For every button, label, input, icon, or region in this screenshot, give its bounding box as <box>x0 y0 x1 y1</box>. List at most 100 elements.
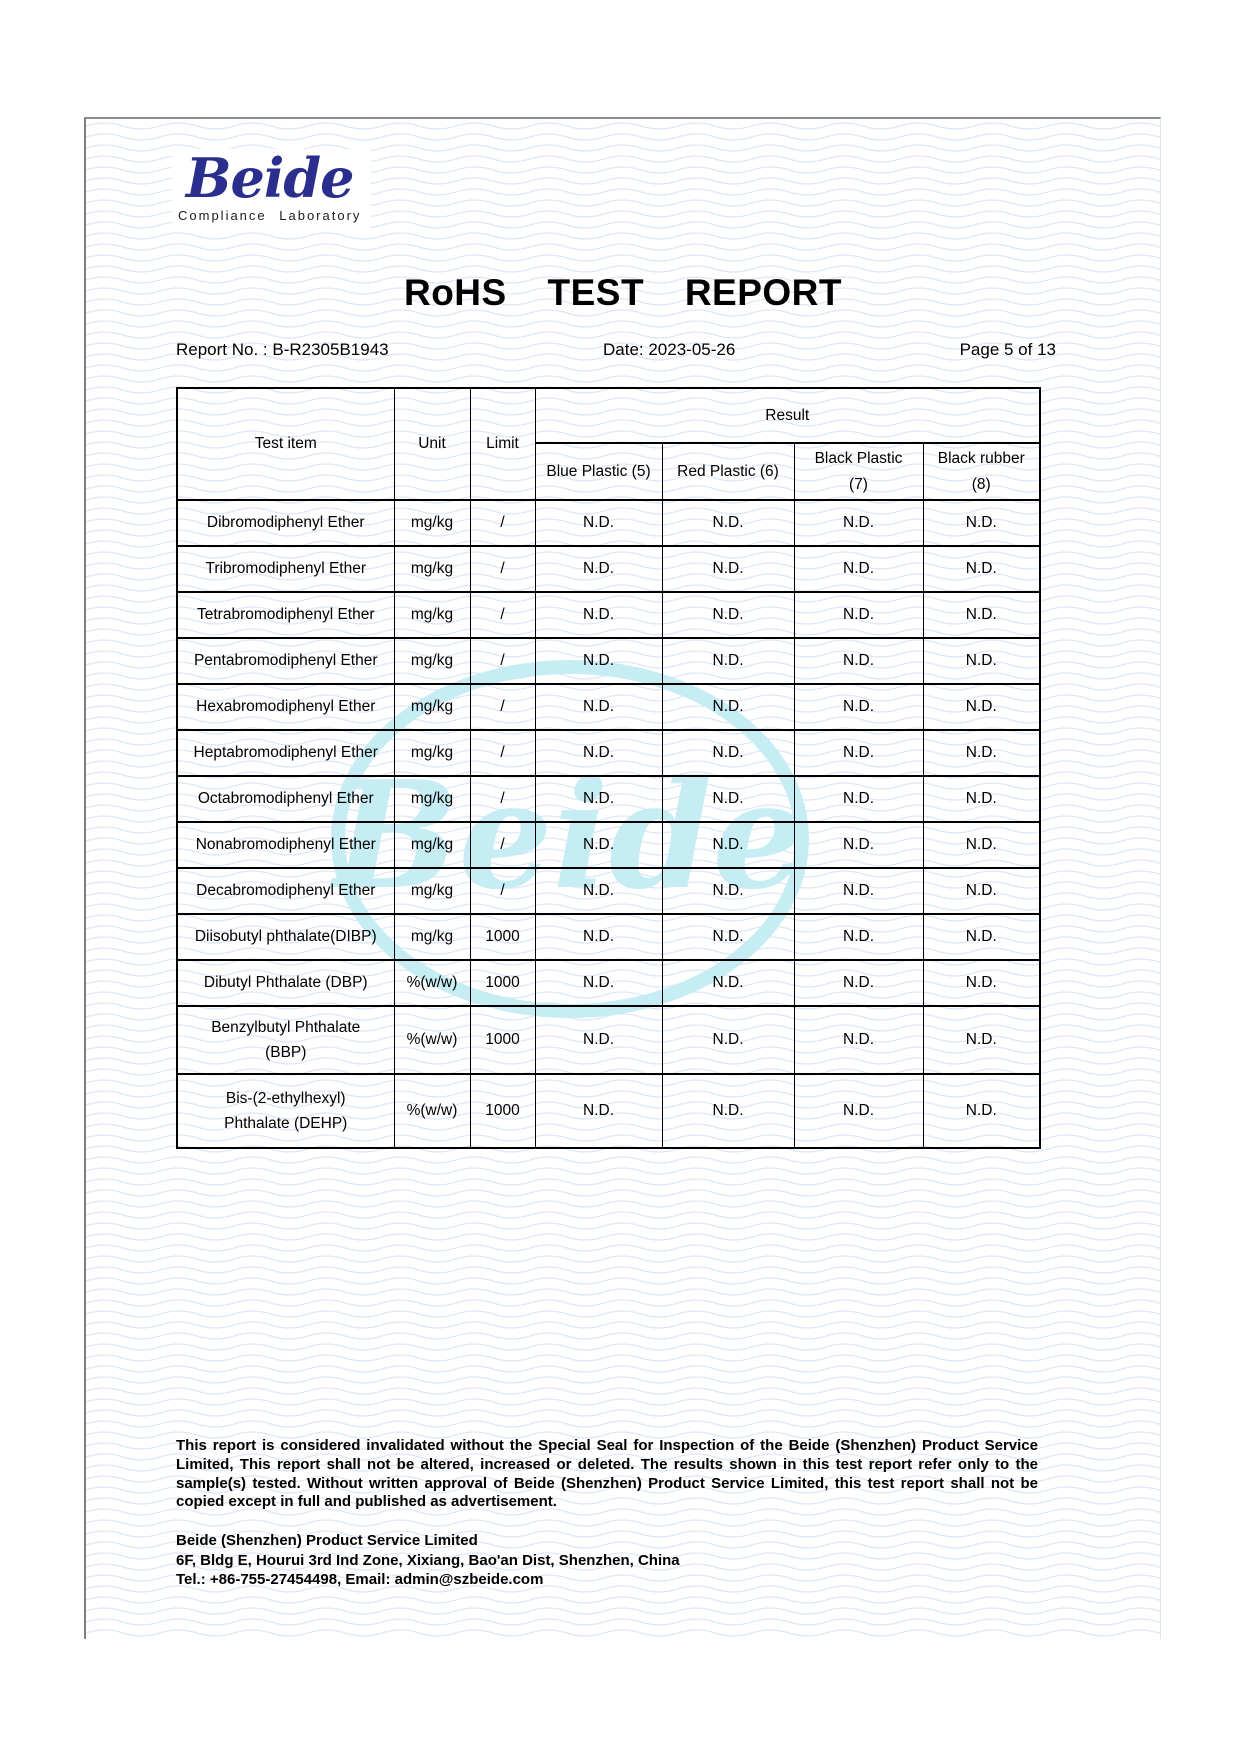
limit-cell: / <box>469 591 536 640</box>
disclaimer-text: This report is considered invalidated wi… <box>176 1437 1038 1511</box>
result-cell: N.D. <box>661 1005 795 1076</box>
table-row: Diisobutyl phthalate(DIBP) mg/kg 1000 N.D. N… <box>176 913 1041 962</box>
result-cell: N.D. <box>793 867 924 916</box>
unit-cell: %(w/w) <box>393 959 471 1008</box>
result-cell: N.D. <box>793 1005 924 1076</box>
result-cell: N.D. <box>661 729 795 778</box>
result-cell: N.D. <box>793 1073 924 1150</box>
table-row: Tetrabromodiphenyl Ether mg/kg / N.D. N.D. N.… <box>176 591 1041 640</box>
result-cell: N.D. <box>922 1073 1041 1150</box>
result-cell: N.D. <box>793 729 924 778</box>
test-item-cell: Pentabromodiphenyl Ether <box>176 637 395 686</box>
result-cell: N.D. <box>793 821 924 870</box>
limit-cell: / <box>469 499 536 548</box>
result-cell: N.D. <box>661 913 795 962</box>
result-cell: N.D. <box>922 775 1041 824</box>
result-cell: N.D. <box>793 683 924 732</box>
result-cell: N.D. <box>534 959 663 1008</box>
header-sample-blue-plastic: Blue Plastic (5) <box>534 441 663 502</box>
result-cell: N.D. <box>793 775 924 824</box>
result-cell: N.D. <box>661 1073 795 1150</box>
table-row: Bis-(2-ethylhexyl) Phthalate (DEHP) %(w/w… <box>176 1073 1041 1150</box>
table-header: Test item Unit Limit Result Blue Plastic… <box>176 386 1041 502</box>
table-row: Decabromodiphenyl Ether mg/kg / N.D. N.D. N.D… <box>176 867 1041 916</box>
unit-cell: mg/kg <box>393 637 471 686</box>
result-cell: N.D. <box>534 775 663 824</box>
test-item-cell: Octabromodiphenyl Ether <box>176 775 395 824</box>
result-cell: N.D. <box>793 637 924 686</box>
result-cell: N.D. <box>922 1005 1041 1076</box>
report-page: Beide Beide Compliance Laboratory RoHS T… <box>84 117 1161 1639</box>
company-name: Beide (Shenzhen) Product Service Limited <box>176 1532 478 1549</box>
result-cell: N.D. <box>534 637 663 686</box>
unit-cell: mg/kg <box>393 591 471 640</box>
result-cell: N.D. <box>922 591 1041 640</box>
table-row: Nonabromodiphenyl Ether mg/kg / N.D. N.D. N.D… <box>176 821 1041 870</box>
company-address-block: Beide (Shenzhen) Product Service Limited… <box>176 1531 680 1590</box>
table-row: Dibromodiphenyl Ether mg/kg / N.D. N.D. N.D. N… <box>176 499 1041 548</box>
result-cell: N.D. <box>922 499 1041 548</box>
result-cell: N.D. <box>922 867 1041 916</box>
result-cell: N.D. <box>793 591 924 640</box>
result-cell: N.D. <box>661 591 795 640</box>
header-limit: Limit <box>469 386 536 502</box>
limit-cell: / <box>469 545 536 594</box>
result-cell: N.D. <box>922 821 1041 870</box>
result-cell: N.D. <box>534 499 663 548</box>
limit-cell: 1000 <box>469 1005 536 1076</box>
result-cell: N.D. <box>534 545 663 594</box>
result-cell: N.D. <box>661 821 795 870</box>
test-item-cell: Bis-(2-ethylhexyl) Phthalate (DEHP) <box>176 1073 395 1150</box>
result-cell: N.D. <box>793 959 924 1008</box>
result-cell: N.D. <box>661 867 795 916</box>
header-sample-red-plastic: Red Plastic (6) <box>661 441 795 502</box>
table-row: Heptabromodiphenyl Ether mg/kg / N.D. N.D. N.… <box>176 729 1041 778</box>
unit-cell: mg/kg <box>393 821 471 870</box>
test-item-cell: Dibromodiphenyl Ether <box>176 499 395 548</box>
test-item-cell: Benzylbutyl Phthalate (BBP) <box>176 1005 395 1076</box>
test-item-cell: Decabromodiphenyl Ether <box>176 867 395 916</box>
limit-cell: 1000 <box>469 959 536 1008</box>
table-row: Hexabromodiphenyl Ether mg/kg / N.D. N.D. N.D… <box>176 683 1041 732</box>
test-item-cell: Nonabromodiphenyl Ether <box>176 821 395 870</box>
company-contact: Tel.: +86-755-27454498, Email: admin@szb… <box>176 1571 544 1588</box>
result-cell: N.D. <box>922 683 1041 732</box>
result-cell: N.D. <box>922 729 1041 778</box>
result-cell: N.D. <box>661 775 795 824</box>
header-sample-black-plastic: Black Plastic (7) <box>793 441 924 502</box>
test-item-cell: Tetrabromodiphenyl Ether <box>176 591 395 640</box>
result-cell: N.D. <box>922 959 1041 1008</box>
unit-cell: mg/kg <box>393 499 471 548</box>
result-cell: N.D. <box>534 729 663 778</box>
limit-cell: / <box>469 729 536 778</box>
logo-wordmark: Beide <box>185 146 355 210</box>
result-cell: N.D. <box>534 821 663 870</box>
result-cell: N.D. <box>534 867 663 916</box>
result-cell: N.D. <box>922 913 1041 962</box>
limit-cell: / <box>469 683 536 732</box>
unit-cell: mg/kg <box>393 775 471 824</box>
table-row: Tribromodiphenyl Ether mg/kg / N.D. N.D. N.D.… <box>176 545 1041 594</box>
company-address: 6F, Bldg E, Hourui 3rd Ind Zone, Xixiang… <box>176 1551 680 1569</box>
test-item-cell: Dibutyl Phthalate (DBP) <box>176 959 395 1008</box>
report-number: Report No. : B-R2305B1943 <box>176 340 389 359</box>
beide-logo: Beide Compliance Laboratory <box>172 146 372 230</box>
result-cell: N.D. <box>661 545 795 594</box>
header-unit: Unit <box>393 386 471 502</box>
unit-cell: mg/kg <box>393 867 471 916</box>
unit-cell: mg/kg <box>393 545 471 594</box>
result-cell: N.D. <box>793 499 924 548</box>
result-cell: N.D. <box>534 913 663 962</box>
unit-cell: mg/kg <box>393 683 471 732</box>
result-cell: N.D. <box>661 959 795 1008</box>
unit-cell: %(w/w) <box>393 1073 471 1150</box>
result-cell: N.D. <box>661 683 795 732</box>
result-cell: N.D. <box>922 545 1041 594</box>
result-cell: N.D. <box>534 1005 663 1076</box>
logo-subtitle: Compliance Laboratory <box>178 208 362 224</box>
page-content: Beide Compliance Laboratory RoHS TEST RE… <box>86 119 1160 1639</box>
table-row: Benzylbutyl Phthalate (BBP) %(w/w) 1000 N.D… <box>176 1005 1041 1076</box>
result-cell: N.D. <box>922 637 1041 686</box>
limit-cell: / <box>469 867 536 916</box>
